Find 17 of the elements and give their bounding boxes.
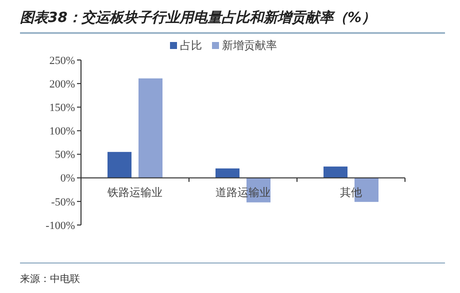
y-tick-label: 100% [49, 126, 75, 138]
y-tick-label: 50% [54, 149, 75, 162]
chart-title: 图表38：交运板块子行业用电量占比和新增贡献率（%） [20, 9, 376, 26]
legend-label: 新增贡献率 [222, 39, 277, 52]
bar [216, 168, 240, 178]
x-tick-label: 铁路运输业 [106, 186, 162, 199]
y-tick-label: 0% [60, 172, 75, 185]
y-tick-label: -50% [51, 196, 75, 208]
y-tick-label: 250% [49, 54, 75, 67]
bar [324, 166, 348, 178]
bar [138, 78, 162, 178]
source-note: 来源：中电联 [20, 273, 80, 285]
legend-label: 占比 [180, 39, 202, 52]
y-tick-label: 200% [49, 78, 75, 90]
y-tick-label: 150% [49, 102, 75, 114]
bar [108, 152, 132, 178]
y-tick-label: -100% [46, 220, 75, 232]
